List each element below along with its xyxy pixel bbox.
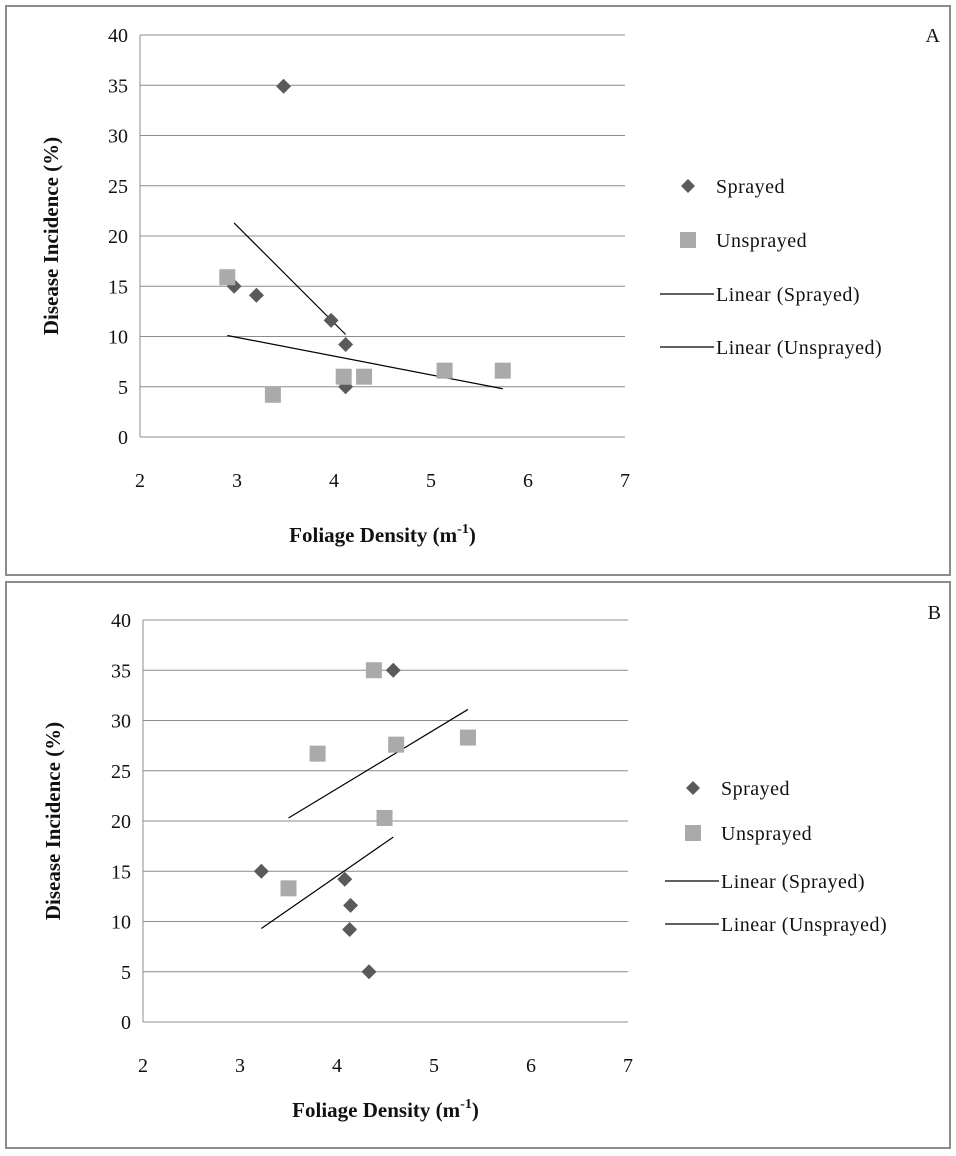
chart-0-y-tick-label: 40: [108, 25, 128, 47]
chart-1-x-axis-title-close: ): [472, 1098, 479, 1122]
chart-1-y-tick-label: 40: [111, 610, 131, 632]
chart-0-y-tick-label: 30: [108, 126, 128, 148]
chart-0-legend-label-linear-unsprayed: Linear (Unsprayed): [716, 337, 882, 359]
chart-1-y-axis-title: Disease Incidence (%): [41, 722, 65, 920]
chart-1-point-unsprayed: [309, 745, 326, 762]
chart-0-x-tick-label: 5: [426, 470, 436, 492]
chart-0-point-sprayed: [338, 337, 354, 353]
chart-1-y-tick-label: 25: [111, 761, 131, 783]
chart-0-y-tick-label: 20: [108, 226, 128, 248]
chart-0-x-axis-title-sup: -1: [457, 522, 469, 537]
chart-0-x-tick-label: 6: [523, 470, 533, 492]
chart-1-point-sprayed: [385, 662, 401, 678]
chart-0-y-axis-title: Disease Incidence (%): [39, 137, 63, 335]
chart-0-trendline-sprayed: [233, 222, 347, 335]
chart-0-y-tick-label: 35: [108, 75, 128, 97]
chart-1-legend-label-unsprayed: Unsprayed: [721, 823, 812, 845]
chart-1-legend-marker-sprayed: [686, 781, 700, 795]
chart-0-legend-label-sprayed: Sprayed: [716, 176, 785, 198]
chart-1-legend-marker-unsprayed: [685, 825, 701, 841]
chart-1-x-tick-label: 3: [235, 1055, 245, 1077]
chart-1-point-sprayed: [337, 871, 353, 887]
chart-0-x-axis-title-close: ): [469, 523, 476, 547]
chart-0-y-tick-label: 10: [108, 327, 128, 349]
chart-1-point-sprayed: [361, 964, 377, 980]
chart-1-y-tick-label: 20: [111, 811, 131, 833]
chart-1-legend-label-linear-sprayed: Linear (Sprayed): [721, 871, 865, 893]
chart-1-point-unsprayed: [280, 880, 297, 897]
chart-1-y-tick-label: 35: [111, 660, 131, 682]
chart-1-point-unsprayed: [388, 736, 405, 753]
chart-1-y-tick-label: 30: [111, 711, 131, 733]
chart-1-x-tick-label: 7: [623, 1055, 633, 1077]
chart-0-x-tick-label: 7: [620, 470, 630, 492]
chart-0-legend-marker-unsprayed: [680, 232, 696, 248]
chart-0-legend-label-linear-sprayed: Linear (Sprayed): [716, 284, 860, 306]
chart-1-point-unsprayed: [459, 729, 476, 746]
panel-a: 0 5 10 15 20 25 30 35 40 2 3 4 5 6 7 A Foliage Density (…: [5, 5, 951, 576]
chart-1-trendline-sprayed: [260, 836, 394, 930]
chart-1-x-axis-title-main: Foliage Density (m: [292, 1098, 460, 1122]
chart-0-x-axis-title: Foliage Density (m-1): [289, 522, 476, 547]
chart-1-trendline-unsprayed: [288, 708, 469, 819]
chart-1-point-unsprayed: [376, 809, 393, 826]
chart-0-y-tick-label: 5: [118, 377, 128, 399]
chart-0-trendline-unsprayed: [227, 334, 503, 390]
chart-0-point-unsprayed: [219, 269, 236, 286]
chart-0-border: [5, 5, 951, 576]
chart-1-x-axis-title: Foliage Density (m-1): [292, 1097, 479, 1122]
chart-1-x-tick-label: 4: [332, 1055, 342, 1077]
chart-0-point-unsprayed: [436, 362, 453, 379]
chart-1-point-unsprayed: [365, 662, 382, 679]
chart-0-x-tick-label: 4: [329, 470, 339, 492]
chart-1-y-tick-label: 15: [111, 861, 131, 883]
chart-1-point-sprayed: [342, 922, 358, 938]
chart-0-y-tick-label: 15: [108, 276, 128, 298]
chart-1-y-tick-label: 5: [121, 962, 131, 984]
chart-0-panel-label: A: [926, 25, 941, 47]
chart-1-x-tick-label: 6: [526, 1055, 536, 1077]
chart-0-y-tick-label: 25: [108, 176, 128, 198]
chart-1-panel-label: B: [928, 602, 941, 624]
chart-0-point-sprayed: [248, 287, 264, 303]
chart-0-point-unsprayed: [494, 362, 511, 379]
chart-1-x-tick-label: 5: [429, 1055, 439, 1077]
chart-1-y-tick-label: 10: [111, 912, 131, 934]
chart-0-point-unsprayed: [335, 368, 352, 385]
chart-1-border: [5, 581, 951, 1149]
chart-1-x-tick-label: 2: [138, 1055, 148, 1077]
chart-1-legend-label-linear-unsprayed: Linear (Unsprayed): [721, 914, 887, 936]
chart-0-legend-label-unsprayed: Unsprayed: [716, 230, 807, 252]
chart-1-x-axis-title-sup: -1: [460, 1097, 472, 1112]
chart-0-point-sprayed: [323, 312, 339, 328]
chart-0-point-unsprayed: [264, 386, 281, 403]
chart-0-y-tick-label: 0: [118, 427, 128, 449]
chart-0-legend-marker-sprayed: [681, 179, 695, 193]
chart-0-x-axis-title-main: Foliage Density (m: [289, 523, 457, 547]
chart-0-x-tick-label: 3: [232, 470, 242, 492]
chart-0-point-unsprayed: [356, 368, 373, 385]
chart-1-point-sprayed: [343, 897, 359, 913]
chart-1-legend-label-sprayed: Sprayed: [721, 778, 790, 800]
chart-0-point-sprayed: [276, 78, 292, 94]
chart-1-point-sprayed: [253, 863, 269, 879]
panel-b: 0 5 10 15 20 25 30 35 40 2 3 4 5 6 7 B Foliage Density (…: [5, 581, 951, 1149]
chart-0-x-tick-label: 2: [135, 470, 145, 492]
chart-1-y-tick-label: 0: [121, 1012, 131, 1034]
